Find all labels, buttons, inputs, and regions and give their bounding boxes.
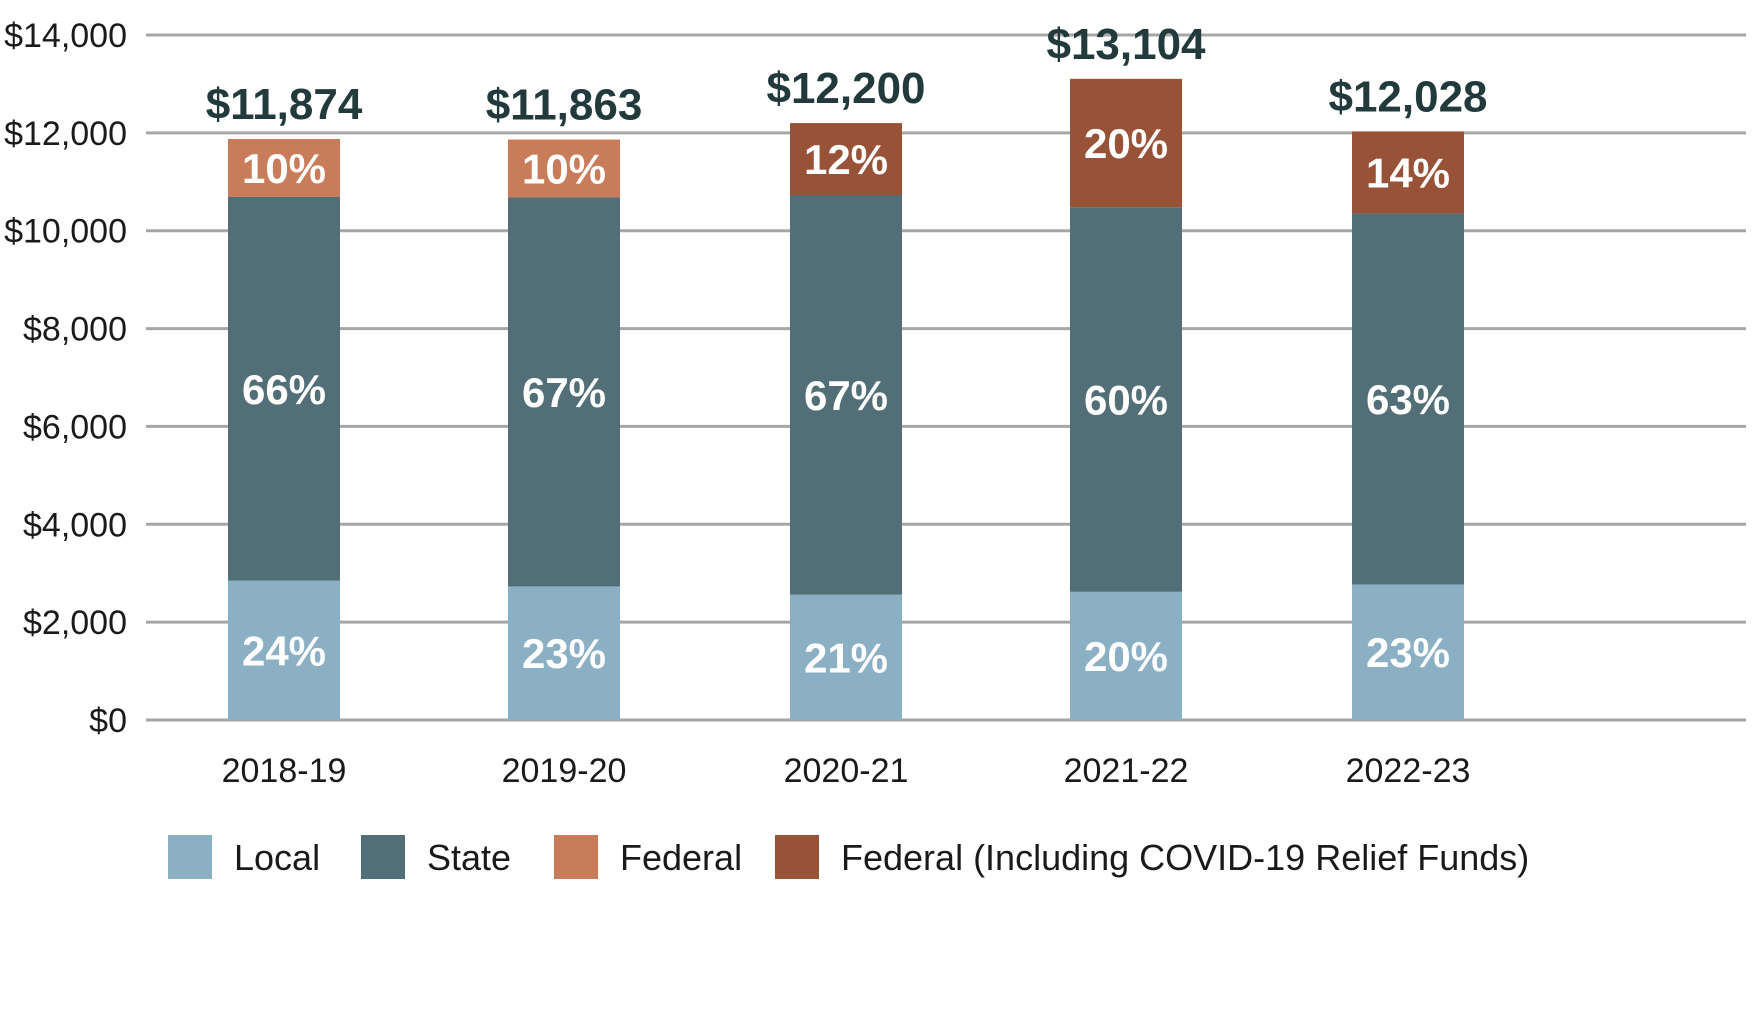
bar-segment-local <box>790 594 902 720</box>
segment-percent-label: 23% <box>522 630 606 677</box>
x-category-label: 2019-20 <box>502 752 627 790</box>
bar-segment-local <box>228 580 340 720</box>
bar-group-2021-22: 20% 60% 20% $13,104 <box>1046 20 1206 720</box>
segment-percent-label: 21% <box>804 634 888 681</box>
y-tick-label: $6,000 <box>23 408 127 446</box>
bar-group-2022-23: 23% 63% 14% $12,028 <box>1328 72 1488 720</box>
segment-percent-label: 20% <box>1084 120 1168 167</box>
segment-percent-label: 67% <box>804 372 888 419</box>
segment-percent-label: 20% <box>1084 633 1168 680</box>
bar-segment-state <box>508 197 620 587</box>
bar-segment-federal <box>228 139 340 197</box>
legend-item-local: Local <box>168 835 320 879</box>
legend-swatch <box>168 835 212 879</box>
gridlines <box>146 33 1746 722</box>
y-tick-label: $10,000 <box>4 213 127 251</box>
segment-percent-label: 14% <box>1366 150 1450 197</box>
bar-total-label: $11,874 <box>206 80 363 129</box>
legend-swatch <box>361 835 405 879</box>
legend-swatch <box>775 835 819 879</box>
bar-segment-federal-including-covid-19-relief-funds <box>1070 78 1182 208</box>
legend-label: State <box>427 837 511 878</box>
legend-swatch <box>554 835 598 879</box>
segment-percent-label: 23% <box>1366 629 1450 676</box>
bar-segment-federal <box>508 139 620 198</box>
legend-label: Federal <box>620 837 742 878</box>
segment-percent-label: 24% <box>242 627 326 674</box>
bar-total-label: $12,200 <box>766 64 925 113</box>
x-category-label: 2021-22 <box>1064 752 1189 790</box>
legend-item-federal-including-covid-19-relief-funds: Federal (Including COVID-19 Relief Funds… <box>775 835 1529 879</box>
legend: Local State Federal Federal (Including COVI… <box>168 835 1529 879</box>
bar-group-2018-19: 24% 66% 10% $11,874 <box>206 80 363 720</box>
y-tick-label: $8,000 <box>23 311 127 349</box>
bar-segment-local <box>508 586 620 720</box>
y-tick-label: $2,000 <box>23 604 127 642</box>
segment-percent-label: 67% <box>522 369 606 416</box>
bar-segment-state <box>228 196 340 581</box>
x-category-label: 2022-23 <box>1346 752 1471 790</box>
legend-item-state: State <box>361 835 511 879</box>
y-axis: $0 $2,000 $4,000 $6,000 $8,000 $10,000 $12,000… <box>4 17 127 740</box>
x-category-label: 2018-19 <box>222 752 347 790</box>
bar-group-2019-20: 23% 67% 10% $11,863 <box>486 81 643 720</box>
bar-segment-state <box>1352 213 1464 585</box>
x-category-label: 2020-21 <box>784 752 909 790</box>
segment-percent-label: 10% <box>522 146 606 193</box>
legend-label: Local <box>234 837 320 878</box>
bar-segment-local <box>1070 591 1182 720</box>
bar-segment-state <box>790 194 902 595</box>
y-tick-label: $0 <box>89 702 127 740</box>
bar-group-2020-21: 21% 67% 12% $12,200 <box>766 64 926 720</box>
segment-percent-label: 60% <box>1084 377 1168 424</box>
bar-segment-federal-including-covid-19-relief-funds <box>790 123 902 195</box>
legend-item-federal: Federal <box>554 835 742 879</box>
x-axis: 2018-19 2019-20 2020-21 2021-22 2022-23 <box>222 752 1471 790</box>
y-tick-label: $12,000 <box>4 115 127 153</box>
y-tick-label: $4,000 <box>23 506 127 544</box>
legend-label: Federal (Including COVID-19 Relief Funds… <box>841 837 1529 878</box>
bar-segment-state <box>1070 207 1182 592</box>
y-tick-label: $14,000 <box>4 17 127 55</box>
segment-percent-label: 66% <box>242 366 326 413</box>
bars: 24% 66% 10% $11,874 23% 67% 10% $11,863 21% 67% 12… <box>206 20 1488 720</box>
segment-percent-label: 63% <box>1366 376 1450 423</box>
bar-total-label: $11,863 <box>486 81 643 130</box>
segment-percent-label: 12% <box>804 136 888 183</box>
segment-percent-label: 10% <box>242 145 326 192</box>
bar-segment-local <box>1352 584 1464 720</box>
bar-total-label: $12,028 <box>1328 72 1487 121</box>
bar-total-label: $13,104 <box>1046 20 1206 69</box>
bar-segment-federal-including-covid-19-relief-funds <box>1352 131 1464 214</box>
